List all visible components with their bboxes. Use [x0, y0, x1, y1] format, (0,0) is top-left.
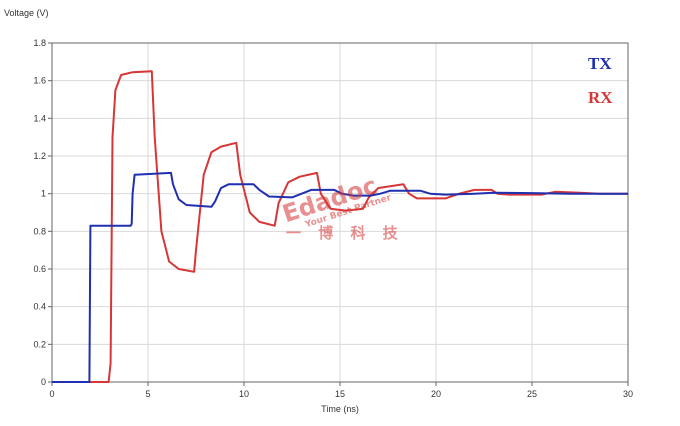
x-tick-label: 30 [623, 389, 633, 399]
x-tick-label: 10 [239, 389, 249, 399]
x-tick-label: 0 [49, 389, 54, 399]
y-tick-label: 0.8 [33, 226, 46, 236]
y-tick-label: 1.6 [33, 76, 46, 86]
y-tick-label: 1.4 [33, 113, 46, 123]
y-tick-label: 1 [41, 189, 46, 199]
y-tick-label: 1.8 [33, 38, 46, 48]
y-tick-label: 0.2 [33, 339, 46, 349]
y-tick-label: 0 [41, 377, 46, 387]
legend-entry-rx: RX [588, 88, 613, 107]
x-axis-label: Time (ns) [321, 404, 359, 414]
legend-entry-tx: TX [588, 54, 612, 73]
x-tick-label: 25 [527, 389, 537, 399]
watermark: Edadoc Your Best Partner 一 博 科 技 [279, 171, 404, 242]
x-tick-label: 5 [145, 389, 150, 399]
x-tick-label: 20 [431, 389, 441, 399]
y-tick-label: 0.6 [33, 264, 46, 274]
series-lines [52, 70, 628, 383]
legend: TX RX [588, 54, 613, 107]
y-tick-label: 1.2 [33, 151, 46, 161]
y-tick-label: 0.4 [33, 302, 46, 312]
series-line-rx [52, 70, 628, 383]
watermark-chinese: 一 博 科 技 [286, 224, 404, 242]
x-tick-label: 15 [335, 389, 345, 399]
x-axis-ticks: 0 5 10 15 20 25 30 [49, 382, 633, 399]
y-axis-ticks: 0 0.2 0.4 0.6 0.8 1 1.2 1.4 1.6 1.8 [33, 38, 52, 387]
y-axis-label: Voltage (V) [4, 8, 49, 18]
series-line-tx [52, 171, 628, 383]
